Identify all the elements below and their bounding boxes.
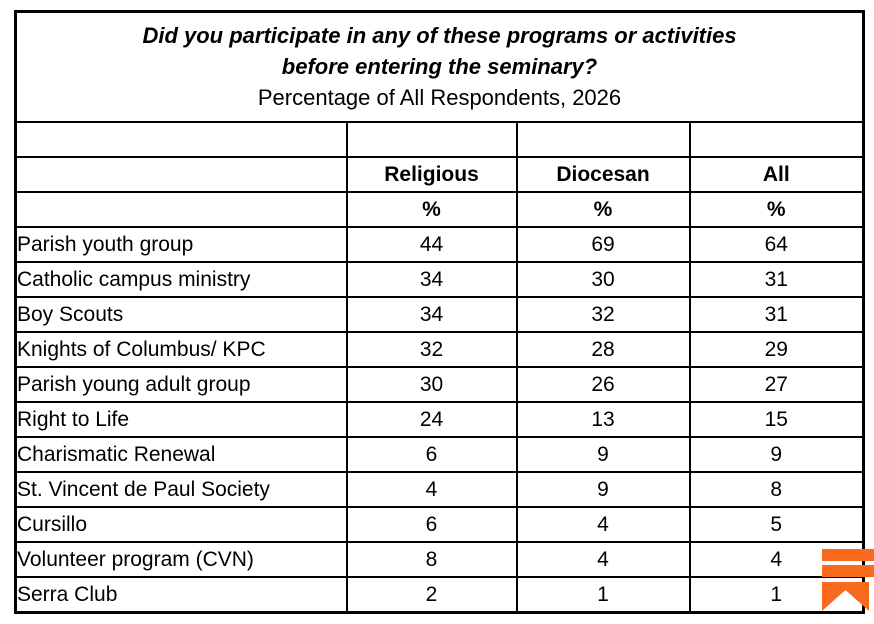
column-header-religious: Religious xyxy=(345,156,518,193)
column-header-row: Religious Diocesan All xyxy=(14,156,865,193)
table-row: Boy Scouts 34 32 31 xyxy=(14,296,865,333)
spacer-cell xyxy=(688,121,865,158)
spacer-cell xyxy=(345,121,518,158)
value-all: 31 xyxy=(688,261,865,298)
ribbon-bar-top xyxy=(822,549,874,561)
table-row: Knights of Columbus/ KPC 32 28 29 xyxy=(14,331,865,368)
participation-table: Did you participate in any of these prog… xyxy=(14,10,866,614)
spacer-row xyxy=(14,121,865,158)
value-diocesan: 28 xyxy=(515,331,691,368)
bookmark-shape xyxy=(822,582,869,611)
table-row: Parish young adult group 30 26 27 xyxy=(14,366,865,403)
value-religious: 4 xyxy=(345,471,518,508)
unit-corner-cell xyxy=(14,191,348,228)
unit-label: % xyxy=(515,191,691,228)
value-diocesan: 9 xyxy=(515,436,691,473)
ribbon-bar-bottom xyxy=(822,565,874,577)
value-diocesan: 32 xyxy=(515,296,691,333)
table-row: Charismatic Renewal 6 9 9 xyxy=(14,436,865,473)
value-religious: 8 xyxy=(345,541,518,578)
row-label: St. Vincent de Paul Society xyxy=(14,471,348,508)
row-label: Right to Life xyxy=(14,401,348,438)
row-label: Parish youth group xyxy=(14,226,348,263)
column-header-diocesan: Diocesan xyxy=(515,156,691,193)
table-row: Serra Club 2 1 1 xyxy=(14,576,865,614)
row-label: Knights of Columbus/ KPC xyxy=(14,331,348,368)
table-row: Cursillo 6 4 5 xyxy=(14,506,865,543)
row-label: Parish young adult group xyxy=(14,366,348,403)
unit-label: % xyxy=(345,191,518,228)
row-label: Boy Scouts xyxy=(14,296,348,333)
unit-row: % % % xyxy=(14,191,865,228)
row-label: Catholic campus ministry xyxy=(14,261,348,298)
value-religious: 44 xyxy=(345,226,518,263)
table-row: Catholic campus ministry 34 30 31 xyxy=(14,261,865,298)
value-diocesan: 26 xyxy=(515,366,691,403)
bookmark-ribbon-icon xyxy=(822,549,874,611)
corner-cell xyxy=(14,156,348,193)
table-row: Parish youth group 44 69 64 xyxy=(14,226,865,263)
value-religious: 30 xyxy=(345,366,518,403)
value-diocesan: 1 xyxy=(515,576,691,614)
table-row: Right to Life 24 13 15 xyxy=(14,401,865,438)
value-diocesan: 69 xyxy=(515,226,691,263)
value-all: 29 xyxy=(688,331,865,368)
value-religious: 6 xyxy=(345,506,518,543)
table-title-cell: Did you participate in any of these prog… xyxy=(14,10,865,123)
value-diocesan: 4 xyxy=(515,541,691,578)
value-all: 27 xyxy=(688,366,865,403)
value-religious: 34 xyxy=(345,296,518,333)
value-diocesan: 9 xyxy=(515,471,691,508)
row-label: Volunteer program (CVN) xyxy=(14,541,348,578)
spacer-cell xyxy=(515,121,691,158)
table-row: St. Vincent de Paul Society 4 9 8 xyxy=(14,471,865,508)
value-religious: 34 xyxy=(345,261,518,298)
value-religious: 24 xyxy=(345,401,518,438)
value-religious: 32 xyxy=(345,331,518,368)
value-all: 31 xyxy=(688,296,865,333)
table-subtitle: Percentage of All Respondents, 2026 xyxy=(257,84,622,110)
value-all: 8 xyxy=(688,471,865,508)
value-all: 64 xyxy=(688,226,865,263)
table-row: Volunteer program (CVN) 8 4 4 xyxy=(14,541,865,578)
value-diocesan: 13 xyxy=(515,401,691,438)
value-all: 15 xyxy=(688,401,865,438)
row-label: Serra Club xyxy=(14,576,348,614)
row-label: Cursillo xyxy=(14,506,348,543)
table-title-line1: Did you participate in any of these prog… xyxy=(142,22,737,48)
row-label: Charismatic Renewal xyxy=(14,436,348,473)
table-title-row: Did you participate in any of these prog… xyxy=(14,10,865,123)
value-all: 5 xyxy=(688,506,865,543)
table-title-line2: before entering the seminary? xyxy=(281,53,598,79)
value-religious: 6 xyxy=(345,436,518,473)
unit-label: % xyxy=(688,191,865,228)
spacer-cell xyxy=(14,121,348,158)
value-religious: 2 xyxy=(345,576,518,614)
column-header-all: All xyxy=(688,156,865,193)
value-diocesan: 4 xyxy=(515,506,691,543)
value-diocesan: 30 xyxy=(515,261,691,298)
value-all: 9 xyxy=(688,436,865,473)
